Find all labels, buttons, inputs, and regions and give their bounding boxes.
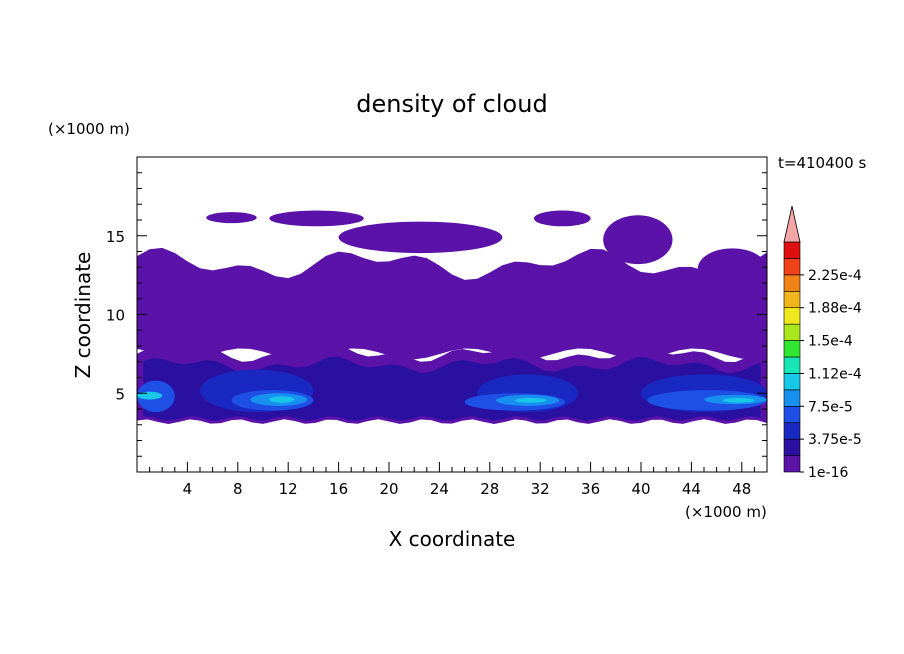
colorbar-label: 2.25e-4 bbox=[808, 268, 862, 284]
x-unit-label: (×1000 m) bbox=[685, 503, 767, 521]
colorbar-swatch bbox=[783, 356, 801, 374]
cloud-region bbox=[269, 396, 295, 403]
x-tick-label: 48 bbox=[732, 480, 751, 498]
x-tick-label: 24 bbox=[430, 480, 449, 498]
x-tick-label: 16 bbox=[329, 480, 348, 498]
colorbar-label: 1e-16 bbox=[808, 465, 848, 481]
cloud-region bbox=[269, 210, 364, 227]
x-tick-label: 4 bbox=[183, 480, 193, 498]
x-tick-label: 36 bbox=[581, 480, 600, 498]
cloud-region bbox=[137, 247, 767, 360]
colorbar-swatch bbox=[783, 373, 801, 391]
colorbar: 1e-16 3.75e-5 7.5e-5 1.12e-4 1.5e-4 1.88e-4 2.… bbox=[783, 205, 862, 481]
x-axis: 4 8 12 16 20 24 28 32 36 40 44 48 bbox=[149, 462, 755, 498]
y-unit-label: (×1000 m) bbox=[48, 120, 130, 138]
x-tick-label: 32 bbox=[531, 480, 550, 498]
x-tick-label: 12 bbox=[279, 480, 298, 498]
colorbar-swatch bbox=[783, 241, 801, 259]
cloud-region bbox=[603, 215, 673, 265]
colorbar-label: 3.75e-5 bbox=[808, 432, 862, 448]
x-axis-label: X coordinate bbox=[389, 527, 516, 551]
colorbar-swatch bbox=[783, 438, 801, 456]
x-tick-label: 28 bbox=[480, 480, 499, 498]
colorbar-swatch bbox=[783, 405, 801, 424]
colorbar-swatch bbox=[783, 307, 801, 325]
y-tick-label: 5 bbox=[115, 385, 125, 403]
colorbar-swatch bbox=[783, 258, 801, 276]
colorbar-swatch bbox=[783, 323, 801, 341]
x-tick-label: 44 bbox=[682, 480, 701, 498]
colorbar-label: 7.5e-5 bbox=[808, 399, 853, 415]
colorbar-label: 1.12e-4 bbox=[808, 366, 862, 382]
x-tick-label: 20 bbox=[379, 480, 398, 498]
y-tick-label: 10 bbox=[106, 307, 125, 325]
cloud-region bbox=[533, 210, 591, 227]
cloud-region bbox=[338, 221, 503, 254]
colorbar-swatch bbox=[783, 389, 801, 407]
cloud-region bbox=[206, 212, 257, 224]
colorbar-swatch bbox=[783, 274, 801, 292]
colorbar-swatch bbox=[783, 290, 801, 309]
cloud-region bbox=[515, 397, 547, 403]
colorbar-label: 1.88e-4 bbox=[808, 301, 862, 317]
y-axis: 5 10 15 bbox=[106, 172, 767, 457]
x-tick-label: 40 bbox=[631, 480, 650, 498]
colorbar-swatch bbox=[783, 422, 801, 440]
colorbar-extend-arrow bbox=[783, 205, 801, 243]
y-axis-label: Z coordinate bbox=[71, 252, 95, 379]
colorbar-swatch bbox=[783, 340, 801, 358]
colorbar-label: 1.5e-4 bbox=[808, 334, 853, 350]
colorbar-swatch bbox=[783, 455, 801, 473]
chart-title: density of cloud bbox=[356, 90, 547, 118]
y-tick-label: 15 bbox=[106, 228, 125, 246]
x-tick-label: 8 bbox=[233, 480, 243, 498]
cloud-region bbox=[697, 248, 767, 290]
time-label: t=410400 s bbox=[778, 154, 866, 172]
contour-field bbox=[137, 210, 767, 424]
cloud-region bbox=[722, 397, 755, 403]
